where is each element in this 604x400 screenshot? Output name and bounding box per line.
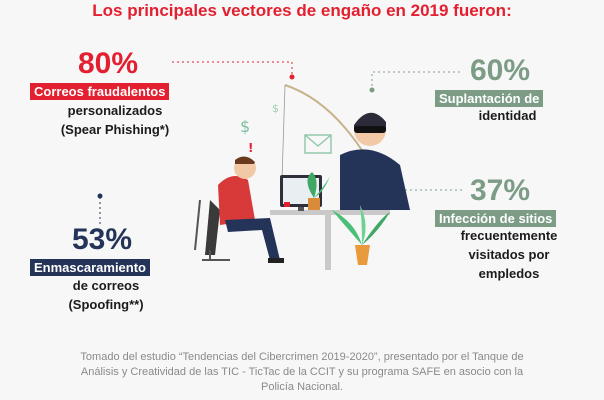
stat-percent-phishing: 80%: [78, 47, 139, 80]
svg-text:!: !: [248, 141, 253, 155]
stat-tag-spoofing: Enmascaramiento: [30, 259, 150, 276]
fishing-rod-icon: [284, 84, 366, 156]
stat-tag-watering-hole: Infección de sitios: [435, 210, 557, 227]
stat-percent-watering-hole: 37%: [470, 174, 531, 207]
desc-line: de correos: [72, 278, 140, 293]
hacker-figure: [340, 112, 410, 210]
desc-line: frecuentemente: [460, 228, 558, 243]
footer-line: Análisis y Creatividad de las TIC - TicT…: [80, 366, 524, 378]
phishing-illustration: $ $ !: [194, 84, 410, 270]
connector-phishing: [172, 61, 293, 75]
desk: [270, 210, 390, 215]
desc-line: personalizados: [67, 103, 163, 118]
desc-line: (Spoofing**): [68, 297, 144, 312]
chair: [194, 199, 230, 261]
stat-tag-phishing: Correos fraudalentos: [30, 83, 170, 100]
stat-desc-impersonation: identidad: [435, 106, 580, 125]
stat-desc-watering-hole: frecuentemente visitados por empledos: [435, 226, 583, 283]
desc-line: identidad: [478, 108, 537, 123]
large-plant-icon: [332, 205, 390, 265]
email-icon: [304, 134, 332, 154]
worried-person-figure: !: [205, 141, 284, 263]
desc-line: (Spear Phishing*): [60, 122, 170, 137]
svg-text:$: $: [272, 102, 279, 115]
connector-dot-spoofing: [97, 193, 103, 199]
stat-percent-spoofing: 53%: [72, 223, 133, 256]
connector-dot-phishing: [289, 74, 295, 80]
dollar-icon: $: [240, 117, 250, 136]
stat-tag-impersonation: Suplantación de: [435, 90, 544, 107]
stat-percent-impersonation: 60%: [470, 54, 531, 87]
desc-line: visitados por: [468, 247, 550, 262]
desc-line: empledos: [478, 266, 540, 281]
footer-line: Tomado del estudio “Tendencias del Ciber…: [80, 351, 524, 363]
source-footer: Tomado del estudio “Tendencias del Ciber…: [40, 350, 564, 395]
footer-line: Policía Nacional.: [261, 381, 343, 393]
plant-icon: [307, 172, 330, 210]
stat-desc-spoofing: de correos (Spoofing**): [30, 276, 182, 314]
connector-dot-impersonation: [369, 87, 375, 93]
stat-desc-phishing: personalizados (Spear Phishing*): [30, 101, 200, 139]
page-title: Los principales vectores de engaño en 20…: [92, 1, 512, 20]
